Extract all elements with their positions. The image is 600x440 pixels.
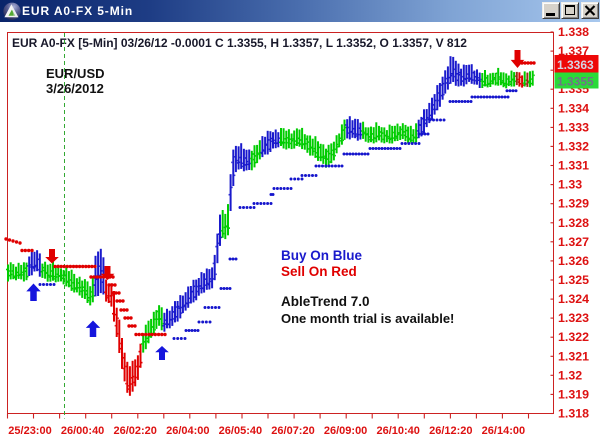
svg-text:1.32: 1.32 [558,368,582,382]
svg-text:1.334: 1.334 [558,101,589,115]
svg-text:1.327: 1.327 [558,235,589,249]
svg-text:26/09:00: 26/09:00 [324,425,367,437]
svg-text:26/00:40: 26/00:40 [61,425,104,437]
svg-text:1.332: 1.332 [558,139,589,153]
svg-text:1.337: 1.337 [558,44,589,58]
svg-text:1.338: 1.338 [558,25,589,39]
svg-text:26/14:00: 26/14:00 [482,425,525,437]
svg-text:26/07:20: 26/07:20 [271,425,314,437]
svg-text:26/05:40: 26/05:40 [219,425,262,437]
svg-text:1.328: 1.328 [558,216,589,230]
svg-text:1.329: 1.329 [558,197,589,211]
svg-text:26/10:40: 26/10:40 [376,425,419,437]
svg-text:26/04:00: 26/04:00 [166,425,209,437]
svg-text:1.318: 1.318 [558,407,589,421]
svg-text:1.319: 1.319 [558,387,589,401]
svg-text:1.325: 1.325 [558,273,589,287]
svg-text:1.331: 1.331 [558,159,589,173]
svg-text:26/02:20: 26/02:20 [113,425,156,437]
svg-text:1.3363: 1.3363 [557,58,594,72]
svg-text:1.324: 1.324 [558,292,589,306]
svg-text:26/12:20: 26/12:20 [429,425,472,437]
svg-text:1.3355: 1.3355 [557,75,594,89]
svg-text:1.33: 1.33 [558,178,582,192]
svg-text:1.321: 1.321 [558,349,589,363]
svg-text:1.326: 1.326 [558,254,589,268]
svg-text:1.322: 1.322 [558,330,589,344]
svg-text:25/23:00: 25/23:00 [8,425,51,437]
svg-text:1.323: 1.323 [558,311,589,325]
svg-text:1.333: 1.333 [558,120,589,134]
